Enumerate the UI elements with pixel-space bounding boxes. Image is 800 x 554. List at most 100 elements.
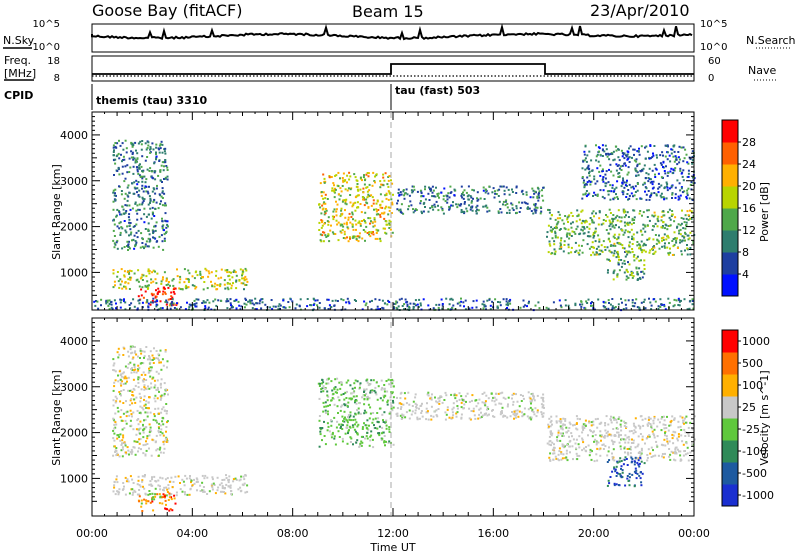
data-cell [336, 391, 338, 394]
data-cell [677, 198, 680, 201]
data-cell [278, 303, 281, 306]
data-cell [627, 250, 630, 253]
data-cell [616, 165, 619, 167]
data-cell [627, 223, 630, 226]
data-cell [682, 179, 685, 182]
data-cell [615, 427, 618, 430]
data-cell [458, 204, 461, 207]
data-cell [272, 305, 275, 308]
data-cell [451, 408, 454, 411]
data-cell [652, 419, 655, 422]
data-cell [463, 305, 465, 308]
data-cell [608, 158, 611, 161]
data-cell [336, 420, 339, 423]
data-cell [370, 204, 373, 207]
data-cell [344, 404, 347, 407]
data-cell [664, 431, 666, 434]
data-cell [371, 221, 374, 224]
data-cell [593, 430, 595, 433]
data-cell [596, 153, 599, 156]
data-cell [246, 490, 249, 493]
data-cell [554, 455, 557, 458]
data-cell [130, 352, 133, 355]
data-cell [166, 360, 169, 363]
data-cell [665, 197, 668, 200]
data-cell [215, 274, 217, 277]
data-cell [408, 409, 411, 412]
data-cell [212, 482, 215, 485]
data-cell [613, 196, 616, 199]
data-cell [365, 435, 368, 438]
data-cell [567, 429, 570, 432]
data-cell [364, 437, 366, 440]
data-cell [583, 427, 586, 429]
data-cell [639, 456, 642, 459]
data-cell [164, 437, 167, 440]
data-cell [251, 307, 254, 310]
freq-panel: 18 8 60 0 Freq. [MHz] Nave [4, 54, 776, 84]
data-cell [540, 396, 543, 399]
data-cell [644, 190, 646, 193]
data-cell [691, 199, 694, 201]
data-cell [581, 225, 584, 228]
data-cell [438, 397, 441, 400]
data-cell [558, 459, 561, 462]
data-cell [145, 215, 148, 218]
data-cell [125, 210, 128, 212]
data-cell [312, 308, 315, 311]
data-cell [551, 432, 554, 435]
data-cell [336, 405, 339, 408]
data-cell [113, 427, 116, 430]
data-cell [140, 165, 143, 168]
data-cell [139, 396, 142, 399]
data-cell [156, 386, 159, 389]
data-cell [636, 163, 639, 166]
data-cell [370, 308, 373, 311]
data-cell [532, 196, 535, 199]
data-cell [119, 234, 122, 236]
data-cell [389, 410, 392, 413]
data-cell [617, 263, 620, 266]
data-cell [128, 218, 131, 221]
data-cell [173, 307, 176, 309]
data-cell [208, 301, 211, 304]
data-cell [491, 300, 494, 303]
data-cell [122, 402, 125, 404]
data-cell [574, 304, 577, 307]
data-cell [117, 493, 120, 496]
data-cell [564, 418, 567, 420]
data-cell [576, 225, 579, 228]
data-cell [156, 448, 159, 450]
data-cell [610, 190, 613, 193]
data-cell [671, 240, 674, 242]
data-cell [641, 233, 644, 236]
data-cell [687, 214, 690, 217]
data-cell [611, 186, 614, 189]
data-cell [515, 192, 518, 194]
data-cell [345, 397, 348, 399]
data-cell [348, 302, 351, 305]
data-cell [459, 304, 462, 307]
data-cell [121, 287, 124, 290]
data-cell [451, 411, 454, 414]
data-cell [562, 417, 565, 420]
data-cell [625, 154, 627, 157]
data-cell [155, 289, 157, 292]
data-cell [356, 188, 359, 191]
data-cell [174, 475, 177, 478]
data-cell [626, 477, 629, 480]
data-cell [641, 435, 644, 438]
data-cell [525, 202, 527, 205]
data-cell [333, 191, 336, 194]
data-cell [611, 307, 614, 310]
data-cell [389, 417, 392, 420]
data-cell [365, 302, 368, 305]
data-cell [689, 451, 692, 454]
data-cell [636, 271, 639, 274]
data-cell [182, 480, 185, 483]
data-cell [396, 415, 399, 417]
data-cell [211, 488, 214, 491]
data-cell [398, 298, 401, 301]
data-cell [667, 252, 670, 255]
data-cell [129, 278, 132, 281]
